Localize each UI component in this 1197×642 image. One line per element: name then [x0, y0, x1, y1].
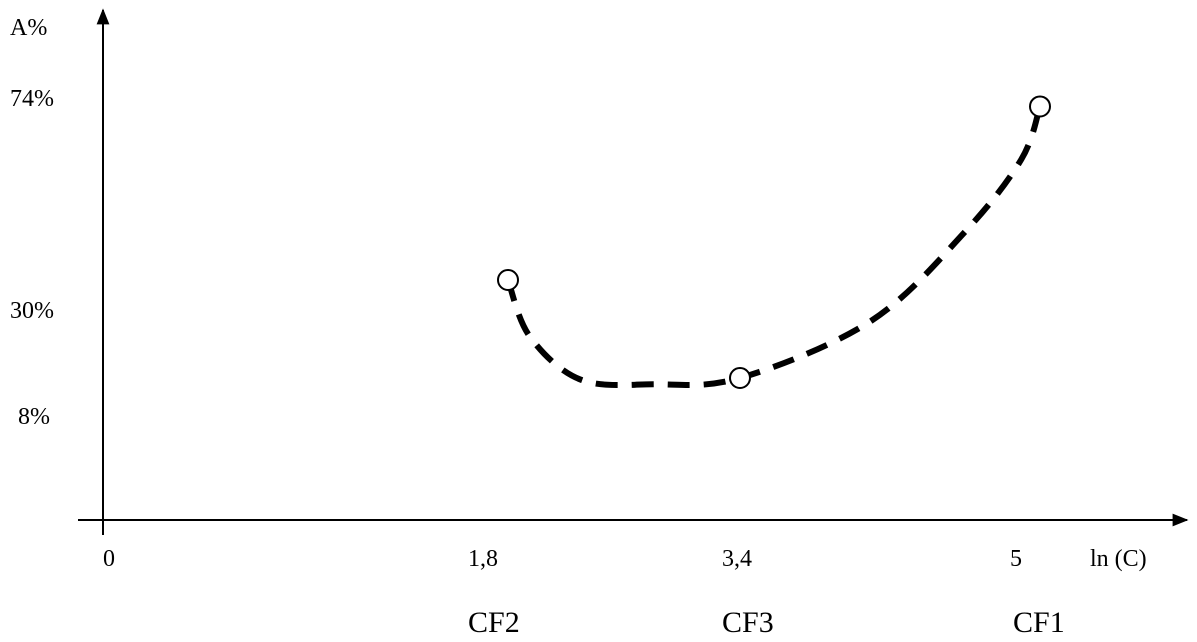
y-tick-label-74: 74%	[10, 86, 54, 112]
point-label-cf3: CF3	[722, 606, 774, 639]
series-curve	[505, 105, 1043, 389]
y-axis-title: A%	[10, 15, 47, 41]
point-cf2	[497, 269, 519, 291]
point-cf3	[729, 367, 751, 389]
x-tick-label-0: 0	[103, 546, 115, 572]
series-markers	[497, 95, 1051, 389]
y-tick-label-30: 30%	[10, 298, 54, 324]
x-axis-title: ln (C)	[1090, 546, 1147, 572]
point-label-cf2: CF2	[468, 606, 520, 639]
x-tick-label-3-4: 3,4	[722, 546, 752, 572]
y-tick-label-8: 8%	[18, 404, 50, 430]
x-tick-label-5: 5	[1010, 546, 1022, 572]
point-label-cf1: CF1	[1013, 606, 1065, 639]
point-cf1	[1029, 95, 1051, 118]
x-tick-label-1-8: 1,8	[468, 546, 498, 572]
